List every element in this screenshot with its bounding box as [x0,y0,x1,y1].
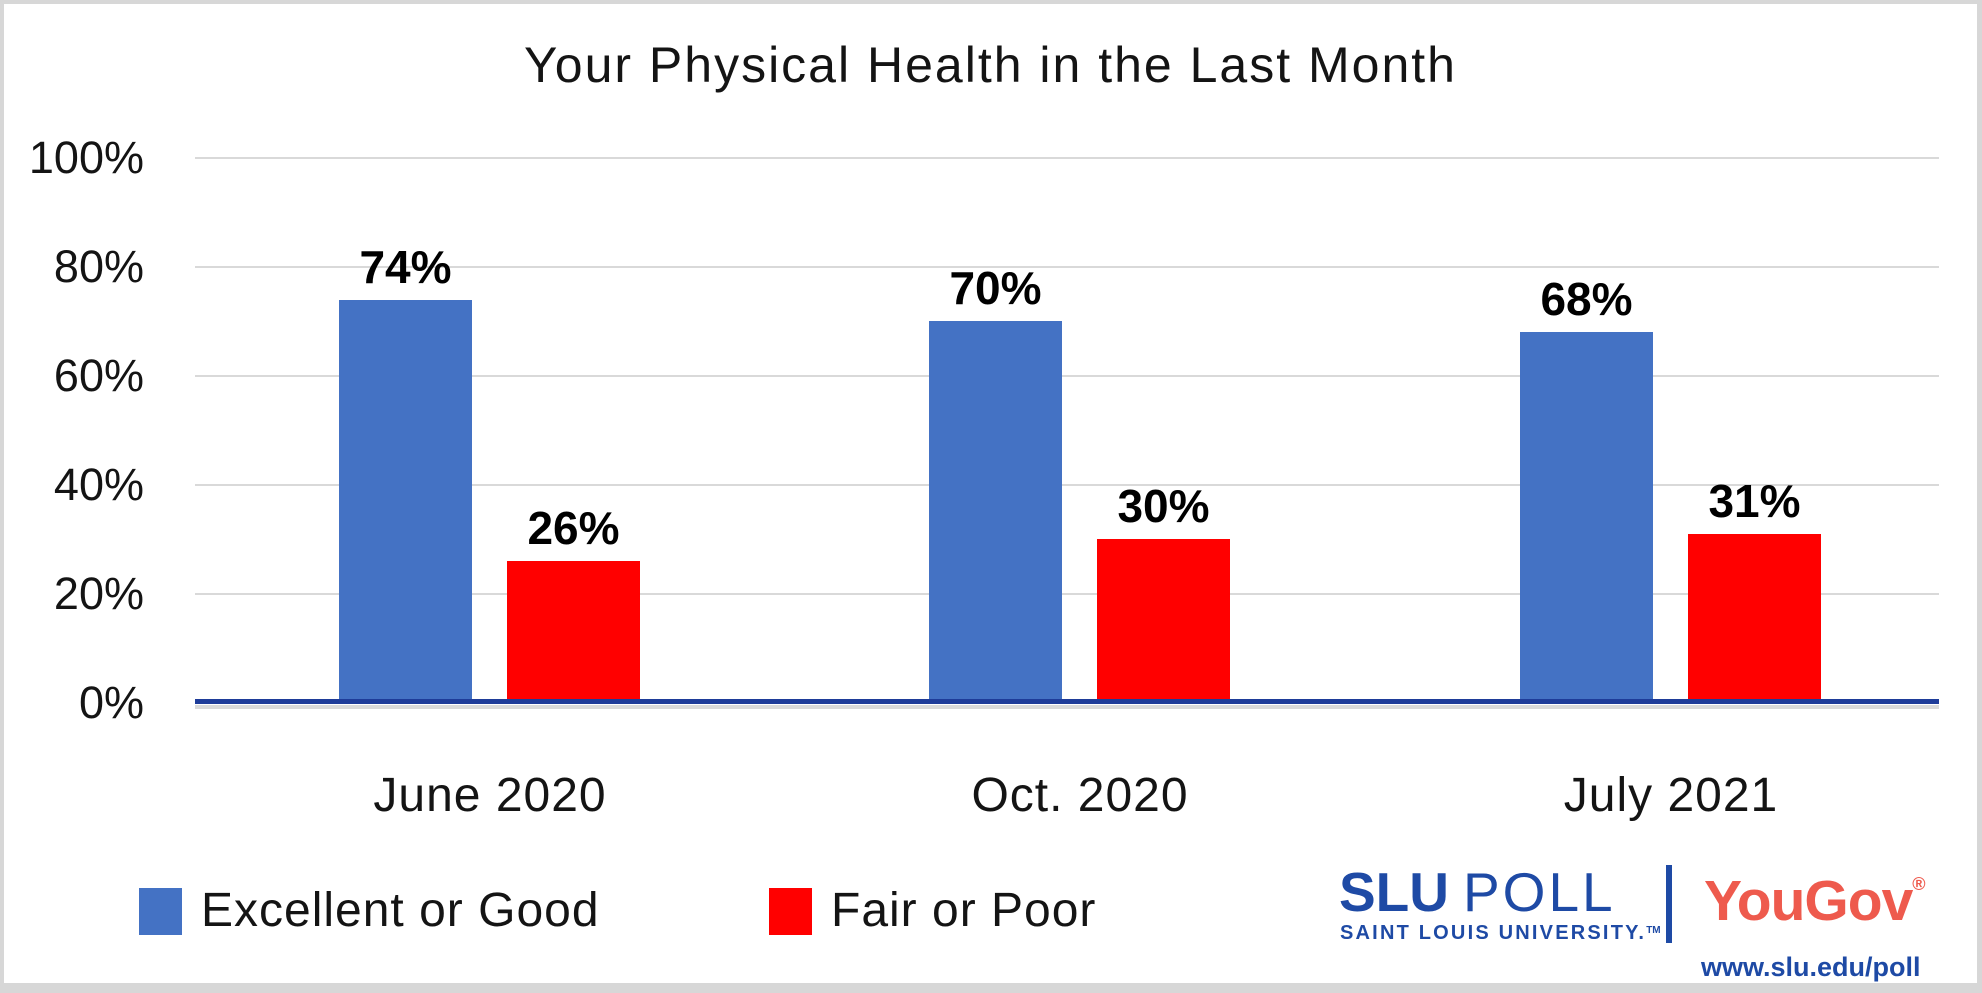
bar-value-label: 70% [949,262,1042,314]
bar-excellent-or-good [929,321,1062,703]
legend-label-excellent-or-good: Excellent or Good [201,884,600,937]
saint-louis-university-text: SAINT LOUIS UNIVERSITY. [1340,922,1647,944]
saint-louis-university-label: SAINT LOUIS UNIVERSITY.TM [1340,922,1661,945]
x-axis-shadow [195,705,1939,709]
logo-divider [1666,865,1672,943]
chart-title: Your Physical Health in the Last Month [524,37,1457,93]
bar-value-label: 30% [1117,480,1210,532]
bar-value-label: 26% [527,502,620,554]
y-axis-tick-label: 0% [78,677,144,728]
x-axis-line [195,699,1939,704]
x-axis-category-label: Oct. 2020 [971,769,1189,822]
bar-value-label: 68% [1540,273,1633,325]
y-axis-tick-label: 20% [53,568,144,619]
bar-excellent-or-good [1520,332,1653,703]
bar-value-label: 74% [359,241,452,293]
slu-logo-text: SLU [1339,861,1449,923]
slu-poll-logo: SLU POLL [1339,862,1616,922]
bar-excellent-or-good [339,300,472,703]
registered-mark-icon: ® [1912,874,1926,894]
gridline [195,484,1939,486]
gridline [195,157,1939,159]
y-axis-tick-label: 100% [28,132,144,183]
bar-fair-or-poor [507,561,640,703]
legend-swatch-fair-or-poor [769,888,812,935]
yougov-logo-text: YouGov [1704,869,1913,933]
slu-poll-url: www.slu.edu/poll [1701,952,1921,982]
y-axis-tick-label: 80% [53,241,144,292]
legend-label-fair-or-poor: Fair or Poor [831,884,1097,937]
bar-fair-or-poor [1097,539,1230,703]
x-axis-category-label: July 2021 [1563,769,1779,822]
x-axis-category-label: June 2020 [373,769,607,822]
gridline [195,375,1939,377]
legend-swatch-excellent-or-good [139,888,182,935]
trademark-icon: TM [1646,925,1661,936]
bar-fair-or-poor [1688,534,1821,703]
poll-logo-text: POLL [1463,861,1616,923]
y-axis-tick-label: 40% [53,459,144,510]
bar-value-label: 31% [1708,475,1801,527]
gridline [195,593,1939,595]
y-axis-tick-label: 60% [53,350,144,401]
gridline [195,266,1939,268]
yougov-logo: YouGov® [1704,868,1926,934]
